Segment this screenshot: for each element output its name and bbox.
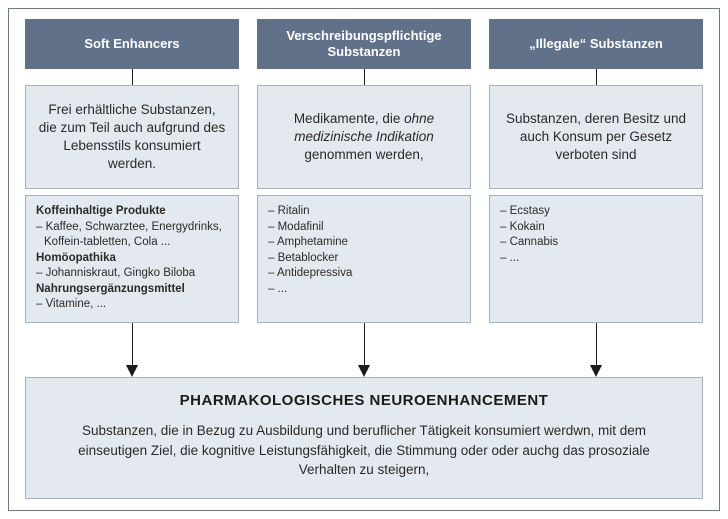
result-title: PHARMAKOLOGISCHES NEUROENHANCEMENT: [54, 392, 674, 409]
col3-list: – Ecstasy – Kokain – Cannabis – ...: [489, 195, 703, 323]
col2-i3: – Betablocker: [268, 251, 460, 267]
col1-list: Koffeinhaltige Produkte – Kaffee, Schwar…: [25, 195, 239, 323]
arrow-col1: [126, 365, 138, 377]
connector-col2-bottom: [364, 323, 365, 365]
col3-i3: – ...: [500, 251, 692, 267]
diagram-canvas: Soft Enhancers Verschreibungspflichtige …: [8, 8, 720, 511]
col2-i4: – Antidepressiva: [268, 266, 460, 282]
col3-description: Substanzen, deren Besitz und auch Konsum…: [489, 85, 703, 189]
col1-description: Frei erhältliche Substanzen, die zum Tei…: [25, 85, 239, 189]
col2-description: Medikamente, die ohne medizinische Indik…: [257, 85, 471, 189]
result-box: PHARMAKOLOGISCHES NEUROENHANCEMENT Subst…: [25, 377, 703, 499]
col1-g0-label: Koffeinhaltige Produkte: [36, 204, 228, 220]
col3-i1: – Kokain: [500, 220, 692, 236]
col1-g2-i0: – Vitamine, ...: [36, 297, 228, 313]
connector-col2-top: [364, 69, 365, 85]
connector-col3-bottom: [596, 323, 597, 365]
col2-i5: – ...: [268, 282, 460, 298]
col1-header: Soft Enhancers: [25, 19, 239, 69]
col2-i0: – Ritalin: [268, 204, 460, 220]
col1-g1-i0: – Johanniskraut, Gingko Biloba: [36, 266, 228, 282]
arrow-col3: [590, 365, 602, 377]
arrow-col2: [358, 365, 370, 377]
col2-desc-pre: Medikamente, die: [294, 111, 404, 126]
connector-col1-top: [132, 69, 133, 85]
col2-header: Verschreibungspflichtige Substanzen: [257, 19, 471, 69]
col1-g2-label: Nahrungsergänzungsmittel: [36, 282, 228, 298]
col2-list: – Ritalin – Modafinil – Amphetamine – Be…: [257, 195, 471, 323]
col1-g0-i0: – Kaffee, Schwarztee, Energydrinks, Koff…: [36, 220, 228, 251]
col2-desc-post: genommen werden,: [304, 147, 423, 162]
col3-i2: – Cannabis: [500, 235, 692, 251]
connector-col3-top: [596, 69, 597, 85]
col3-header: „Illegale“ Substanzen: [489, 19, 703, 69]
col3-i0: – Ecstasy: [500, 204, 692, 220]
result-body: Substanzen, die in Bezug zu Ausbildung u…: [54, 421, 674, 480]
col2-i1: – Modafinil: [268, 220, 460, 236]
col1-g1-label: Homöopathika: [36, 251, 228, 267]
col2-i2: – Amphetamine: [268, 235, 460, 251]
connector-col1-bottom: [132, 323, 133, 365]
